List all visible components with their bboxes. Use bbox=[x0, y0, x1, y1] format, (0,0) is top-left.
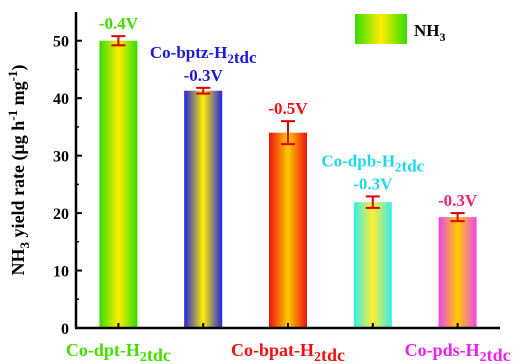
y-tick-label: 10 bbox=[53, 264, 69, 281]
legend-swatch bbox=[355, 14, 407, 44]
y-tick-label: 0 bbox=[61, 321, 69, 338]
x-tick-label: Co-pds-H2tdc bbox=[405, 340, 511, 364]
bar-co-bptz-h2tdc bbox=[184, 90, 223, 328]
y-axis-label: NH3 yield rate (μg h-1 mg-1) bbox=[5, 65, 32, 276]
axes-layer: 0 10 20 30 40 50 bbox=[53, 12, 500, 338]
potential-label: -0.3V bbox=[184, 66, 224, 85]
bar-co-bpat-h2tdc bbox=[269, 132, 307, 328]
x-tick-label: Co-dpt-H2tdc bbox=[66, 340, 171, 364]
legend-label: NH3 bbox=[414, 21, 446, 44]
bar-co-pds-h2tdc bbox=[438, 217, 477, 328]
y-tick-label: 20 bbox=[53, 206, 69, 223]
x-tick-label: Co-bpat-H2tdc bbox=[231, 340, 345, 364]
labels-layer: -0.4V-0.3VCo-bptz-H2tdc-0.5V-0.3VCo-dpb-… bbox=[5, 14, 511, 364]
y-tick-label: 40 bbox=[53, 91, 69, 108]
potential-label: -0.4V bbox=[99, 14, 139, 33]
bar-co-dpb-h2tdc bbox=[353, 202, 392, 328]
potential-label: -0.3V bbox=[353, 174, 393, 193]
bar-annotation: Co-bptz-H2tdc bbox=[150, 43, 257, 67]
bar-annotation: Co-dpb-H2tdc bbox=[321, 151, 424, 175]
y-tick-label: 30 bbox=[53, 149, 69, 166]
potential-label: -0.3V bbox=[438, 191, 478, 210]
legend: NH3 bbox=[355, 14, 446, 44]
potential-label: -0.5V bbox=[268, 99, 308, 118]
bars-layer bbox=[99, 35, 477, 329]
y-tick-label: 50 bbox=[53, 34, 69, 51]
bar-co-dpt-h2tdc bbox=[99, 40, 138, 329]
